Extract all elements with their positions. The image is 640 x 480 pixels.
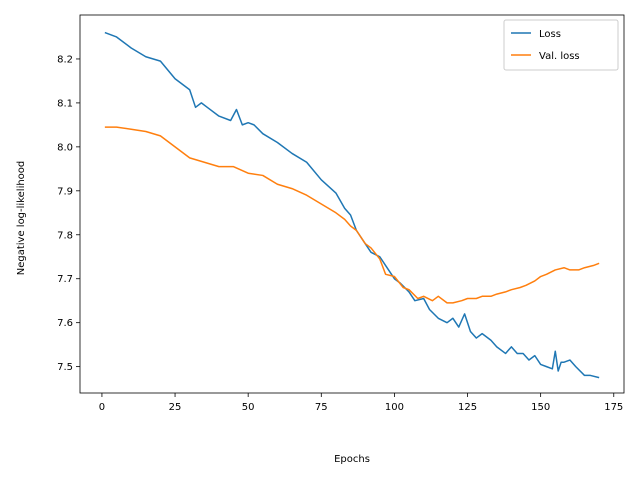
- x-tick-label: 100: [385, 402, 404, 413]
- y-tick-label: 8.2: [57, 54, 73, 65]
- x-tick-label: 25: [169, 402, 182, 413]
- series-line-val-loss: [104, 126, 600, 304]
- y-tick-label: 7.8: [57, 230, 73, 241]
- y-tick-label: 8.0: [57, 142, 73, 153]
- y-axis: 7.5 7.6 7.7 7.8 7.9 8.0 8.1 8.2: [57, 54, 80, 373]
- legend-box: [503, 19, 619, 71]
- series-line-loss: [104, 31, 600, 379]
- x-tick-label: 175: [604, 402, 623, 413]
- x-tick-label: 50: [242, 402, 255, 413]
- x-tick-label: 0: [99, 402, 105, 413]
- x-tick-label: 150: [531, 402, 550, 413]
- legend-label-val-loss: Val. loss: [539, 51, 580, 62]
- axes-frame: [79, 14, 625, 394]
- y-tick-label: 7.5: [57, 362, 73, 373]
- y-axis-label: Negative log-likelihood: [16, 161, 27, 276]
- legend-label-loss: Loss: [539, 29, 561, 40]
- x-axis-label: Epochs: [334, 454, 370, 465]
- y-tick-label: 7.9: [57, 186, 73, 197]
- y-tick-label: 8.1: [57, 98, 73, 109]
- y-tick-label: 7.7: [57, 274, 73, 285]
- y-tick-label: 7.6: [57, 318, 73, 329]
- plot-lines: [104, 31, 600, 379]
- legend: Loss Val. loss: [503, 19, 619, 71]
- x-tick-label: 125: [458, 402, 477, 413]
- x-tick-label: 75: [315, 402, 328, 413]
- x-axis: 0 25 50 75 100 125 150 175: [99, 393, 623, 413]
